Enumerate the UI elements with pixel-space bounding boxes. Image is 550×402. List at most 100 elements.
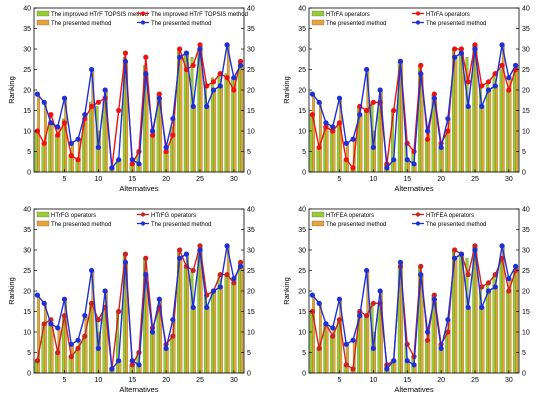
point-s1-x24 [465, 103, 471, 109]
point-s1-x15 [404, 157, 410, 163]
bar-s0-x18 [424, 340, 428, 374]
bar-s0-x31 [238, 262, 241, 374]
point-s1-x2 [41, 300, 47, 306]
bar-s1-x22 [179, 57, 183, 173]
y-tick-label-right: 40 [247, 6, 255, 13]
point-s1-x25 [472, 46, 478, 52]
y-tick-label-left: 5 [27, 350, 31, 357]
point-s1-x14 [397, 58, 404, 64]
y-tick-label-right: 35 [247, 227, 255, 234]
legend-label: HTrFG operators [151, 213, 196, 219]
point-s1-x27 [210, 288, 217, 294]
legend-label: The improved HTrF TOPSIS method [151, 12, 248, 18]
bar-s1-x29 [226, 44, 230, 173]
point-s0-x6 [343, 157, 349, 163]
point-s1-x28 [492, 83, 498, 89]
point-s0-x27 [485, 280, 492, 286]
point-s1-x7 [75, 136, 81, 142]
point-s1-x22 [452, 255, 458, 261]
y-tick-label-right: 15 [522, 309, 530, 316]
point-s1-x1 [34, 292, 40, 298]
chart-panel-2: 0 0 5 5 10 10 15 15 20 20 25 25 30 30 35 35 40 40 5 10 15 20 2… [275, 0, 550, 201]
y-tick-label-right: 20 [247, 88, 255, 95]
bar-s0-x31 [238, 61, 241, 173]
line-series-1 [34, 42, 244, 171]
bar-s0-x19 [156, 307, 160, 374]
point-s0-x30 [231, 280, 237, 286]
bar-s0-x9 [88, 102, 92, 173]
y-tick-label-left: 25 [23, 67, 31, 74]
bar-s1-x27 [488, 290, 492, 374]
legend-label: HTrFA operators [326, 12, 370, 18]
legend-swatch [311, 10, 325, 17]
bar-s1-x26 [206, 106, 210, 173]
point-s1-x10 [370, 144, 376, 150]
point-s1-x8 [357, 112, 363, 118]
point-s0-x24 [465, 272, 471, 278]
x-axis-label: Alternatives [394, 385, 433, 394]
point-s0-x26 [479, 83, 485, 89]
bar-s0-x3 [48, 122, 52, 173]
point-s1-x31 [238, 263, 244, 269]
point-s0-x27 [210, 79, 217, 85]
bar-s1-x8 [359, 114, 363, 173]
bar-s0-x18 [149, 134, 153, 173]
y-tick-label-left: 35 [23, 26, 31, 33]
point-s1-x29 [224, 243, 230, 249]
bar-s1-x22 [179, 258, 183, 374]
y-tick-label-left: 10 [23, 330, 31, 337]
y-tick-label-right: 25 [247, 268, 255, 275]
point-s1-x2 [316, 99, 322, 105]
point-s0-x29 [499, 62, 505, 68]
point-s1-x26 [479, 103, 485, 109]
point-s1-x20 [438, 144, 444, 150]
point-s1-x8 [82, 112, 88, 118]
legend-label: HTrFEA operators [426, 213, 474, 219]
bar-s1-x8 [359, 315, 363, 374]
y-tick-label-right: 20 [247, 289, 255, 296]
point-s1-x1 [309, 292, 315, 298]
point-s1-x27 [210, 87, 217, 93]
y-tick-label-left: 10 [298, 129, 306, 136]
y-tick-label-right: 30 [522, 47, 530, 54]
point-s0-x7 [350, 366, 356, 372]
point-s0-x10 [370, 300, 376, 306]
y-tick-label-left: 30 [298, 248, 306, 255]
point-s1-x1 [34, 91, 40, 97]
point-s1-x10 [95, 144, 101, 150]
point-s1-x16 [411, 161, 417, 167]
point-s1-x4 [330, 124, 336, 130]
y-tick-label-right: 25 [247, 67, 255, 74]
legend: The improved HTrF TOPSIS method The impro… [36, 10, 248, 27]
bar-s0-x2 [316, 147, 320, 173]
point-s1-x22 [177, 255, 183, 261]
point-s1-x28 [217, 284, 223, 290]
point-s1-x7 [350, 136, 356, 142]
point-s0-x4 [55, 132, 61, 138]
y-tick-label-left: 20 [23, 289, 31, 296]
point-s1-x20 [438, 345, 444, 351]
y-tick-label-left: 35 [298, 26, 306, 33]
bar-s0-x27 [210, 290, 214, 374]
point-s1-x13 [391, 358, 397, 364]
point-s1-x9 [88, 267, 95, 274]
point-s0-x14 [122, 50, 129, 56]
point-s0-x9 [363, 107, 370, 114]
y-tick-label-right: 30 [522, 248, 530, 255]
y-tick-label-left: 30 [298, 47, 306, 54]
point-s0-x2 [41, 140, 47, 146]
x-tick-label: 5 [338, 176, 342, 183]
bar-s0-x4 [55, 134, 58, 173]
chart-3: 0 0 5 5 10 10 15 15 20 20 25 25 30 30 35 35 40 40 5 10 15 20 2… [7, 207, 255, 395]
point-s1-x6 [68, 341, 74, 347]
x-tick-label: 15 [403, 176, 411, 183]
point-s0-x7 [75, 345, 81, 351]
x-tick-label: 10 [369, 377, 377, 384]
point-s0-x24 [190, 62, 196, 68]
point-s0-x20 [163, 148, 169, 155]
legend-marker [415, 212, 421, 217]
point-s1-x15 [404, 358, 410, 364]
bar-s0-x4 [55, 352, 58, 374]
point-s1-x17 [418, 71, 424, 77]
point-s1-x13 [391, 157, 397, 163]
